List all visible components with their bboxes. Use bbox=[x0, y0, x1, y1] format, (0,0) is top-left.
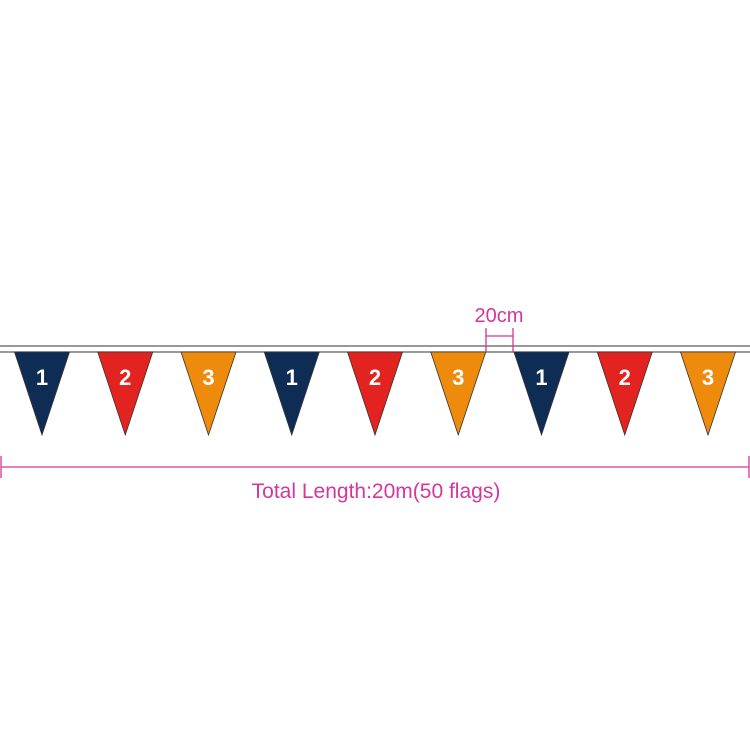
total-length-dimension bbox=[0, 456, 750, 478]
flag-number: 1 bbox=[286, 365, 298, 390]
flag bbox=[13, 351, 71, 437]
flag-number: 3 bbox=[452, 365, 464, 390]
spacing-dimension bbox=[485, 328, 514, 352]
flag-number: 2 bbox=[369, 365, 381, 390]
total-length-label: Total Length:20m(50 flags) bbox=[252, 480, 501, 503]
flag bbox=[596, 351, 653, 437]
flag-number: 3 bbox=[202, 365, 214, 390]
flag-number: 3 bbox=[702, 365, 714, 390]
spacing-label: 20cm bbox=[475, 305, 524, 327]
flag bbox=[679, 351, 737, 437]
flag-number: 1 bbox=[36, 365, 48, 390]
flag bbox=[263, 351, 320, 437]
rope bbox=[0, 345, 750, 353]
flag-number: 2 bbox=[119, 365, 131, 390]
flag bbox=[97, 351, 154, 437]
flag-number: 2 bbox=[619, 365, 631, 390]
flag-number: 1 bbox=[535, 365, 547, 390]
flag bbox=[180, 351, 237, 437]
flag bbox=[346, 351, 404, 437]
flag bbox=[513, 351, 570, 437]
flags-group: 1 2 3 1 2 3 1 2 3 bbox=[13, 351, 737, 437]
flag bbox=[430, 351, 487, 437]
